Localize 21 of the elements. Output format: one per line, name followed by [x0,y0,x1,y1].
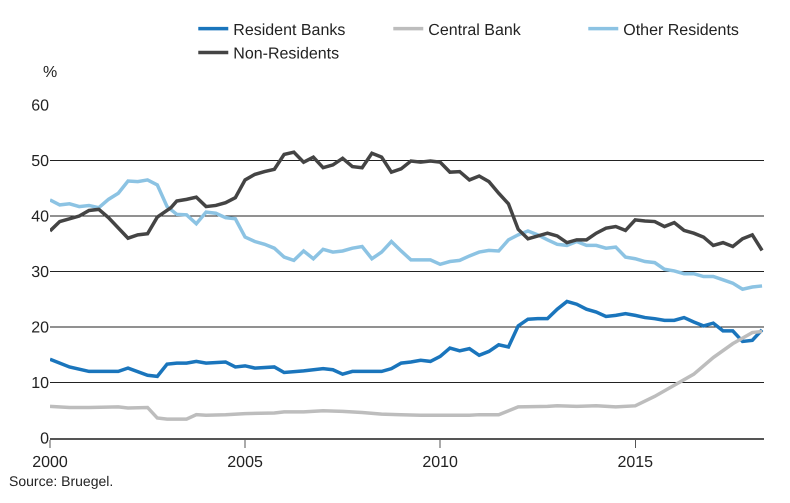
line-series [50,300,764,378]
y-tick-label: 10 [31,375,50,392]
y-tick-label: 50 [31,153,50,170]
y-tick-label: 30 [31,264,50,282]
legend-label: Other Residents [623,22,739,39]
legend-label: Non-Residents [233,46,340,63]
x-tick-label: 2000 [32,454,68,472]
x-tick-label: 2015 [617,454,654,472]
y-tick-label: 60 [31,98,50,115]
x-tick-label: 2005 [227,454,263,472]
x-tick-label: 2010 [422,454,458,472]
y-tick-label: 0 [40,430,50,448]
line-series [50,178,764,292]
source-note: Source: Bruegel. [9,473,114,489]
y-axis-title: % [43,64,58,81]
y-tick-label: 20 [31,320,50,337]
line-series [50,330,764,421]
y-tick-label: 40 [31,208,50,226]
line-series [50,150,764,252]
legend-label: Resident Banks [233,22,346,39]
legend-label: Central Bank [428,22,522,39]
